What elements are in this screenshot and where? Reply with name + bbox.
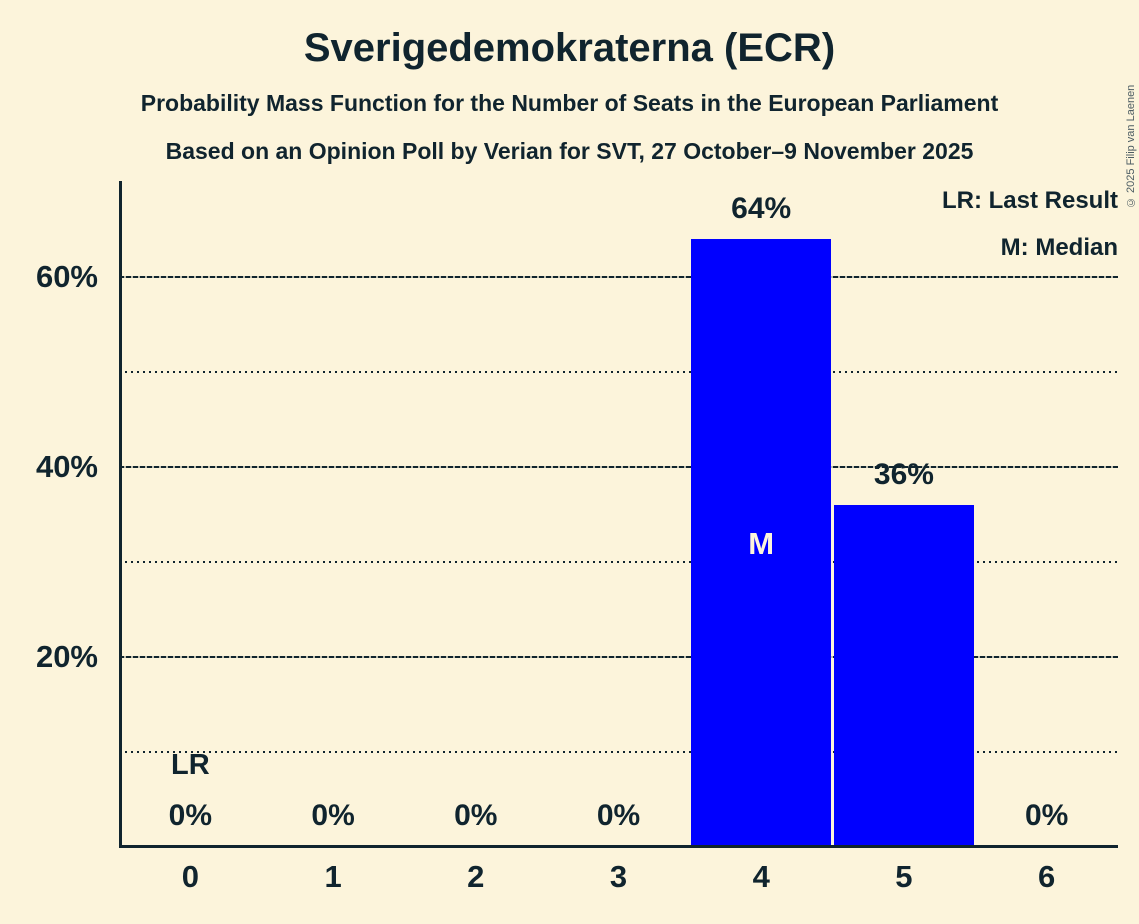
major-gridline-40 bbox=[119, 466, 1118, 468]
major-gridline-20 bbox=[119, 656, 1118, 658]
y-tick-label-20: 20% bbox=[35, 639, 98, 674]
plot-area: 20% 40% 60% 0% LR 0 0% 1 0% 2 0% 3 64% M 4 36% 5 0% 6 bbox=[36, 181, 1118, 892]
minor-gridline-10 bbox=[119, 751, 1118, 753]
median-marker: M bbox=[748, 526, 775, 561]
page-title: Sverigedemokraterna (ECR) bbox=[303, 26, 836, 70]
x-axis-label-1: 1 bbox=[324, 859, 342, 894]
x-axis-label-0: 0 bbox=[181, 859, 199, 894]
chart-subtitle-line1: Probability Mass Function for the Number… bbox=[140, 90, 999, 116]
copyright-notice: © 2025 Filip van Laenen bbox=[1125, 84, 1137, 208]
minor-gridline-50 bbox=[119, 371, 1118, 373]
legend-last-result: LR: Last Result bbox=[941, 187, 1118, 214]
x-axis-label-2: 2 bbox=[467, 859, 485, 894]
bar-value-label-1: 0% bbox=[311, 799, 355, 832]
y-tick-label-40: 40% bbox=[35, 449, 98, 484]
x-axis-label-3: 3 bbox=[609, 859, 628, 894]
x-axis-line bbox=[119, 845, 1118, 848]
y-axis-line bbox=[119, 181, 122, 847]
x-axis-label-6: 6 bbox=[1038, 859, 1056, 894]
y-tick-label-60: 60% bbox=[35, 259, 98, 294]
bar-value-label-6: 0% bbox=[1024, 799, 1069, 832]
bar-value-label-3: 0% bbox=[596, 799, 641, 832]
bar-value-label-5: 36% bbox=[873, 458, 934, 491]
legend-median: M: Median bbox=[1000, 234, 1118, 261]
last-result-marker: LR bbox=[171, 749, 210, 781]
bar-value-label-2: 0% bbox=[454, 799, 498, 832]
x-axis-label-4: 4 bbox=[752, 859, 770, 894]
minor-gridline-30 bbox=[119, 561, 1118, 563]
major-gridline-60 bbox=[119, 276, 1118, 278]
bar-value-label-4: 64% bbox=[731, 192, 792, 225]
bar-value-label-0: 0% bbox=[168, 799, 213, 832]
x-axis-label-5: 5 bbox=[895, 859, 913, 894]
bar-seats-4 bbox=[691, 239, 832, 847]
bar-seats-5 bbox=[834, 505, 974, 847]
chart-subtitle-line2: Based on an Opinion Poll by Verian for S… bbox=[165, 138, 974, 164]
